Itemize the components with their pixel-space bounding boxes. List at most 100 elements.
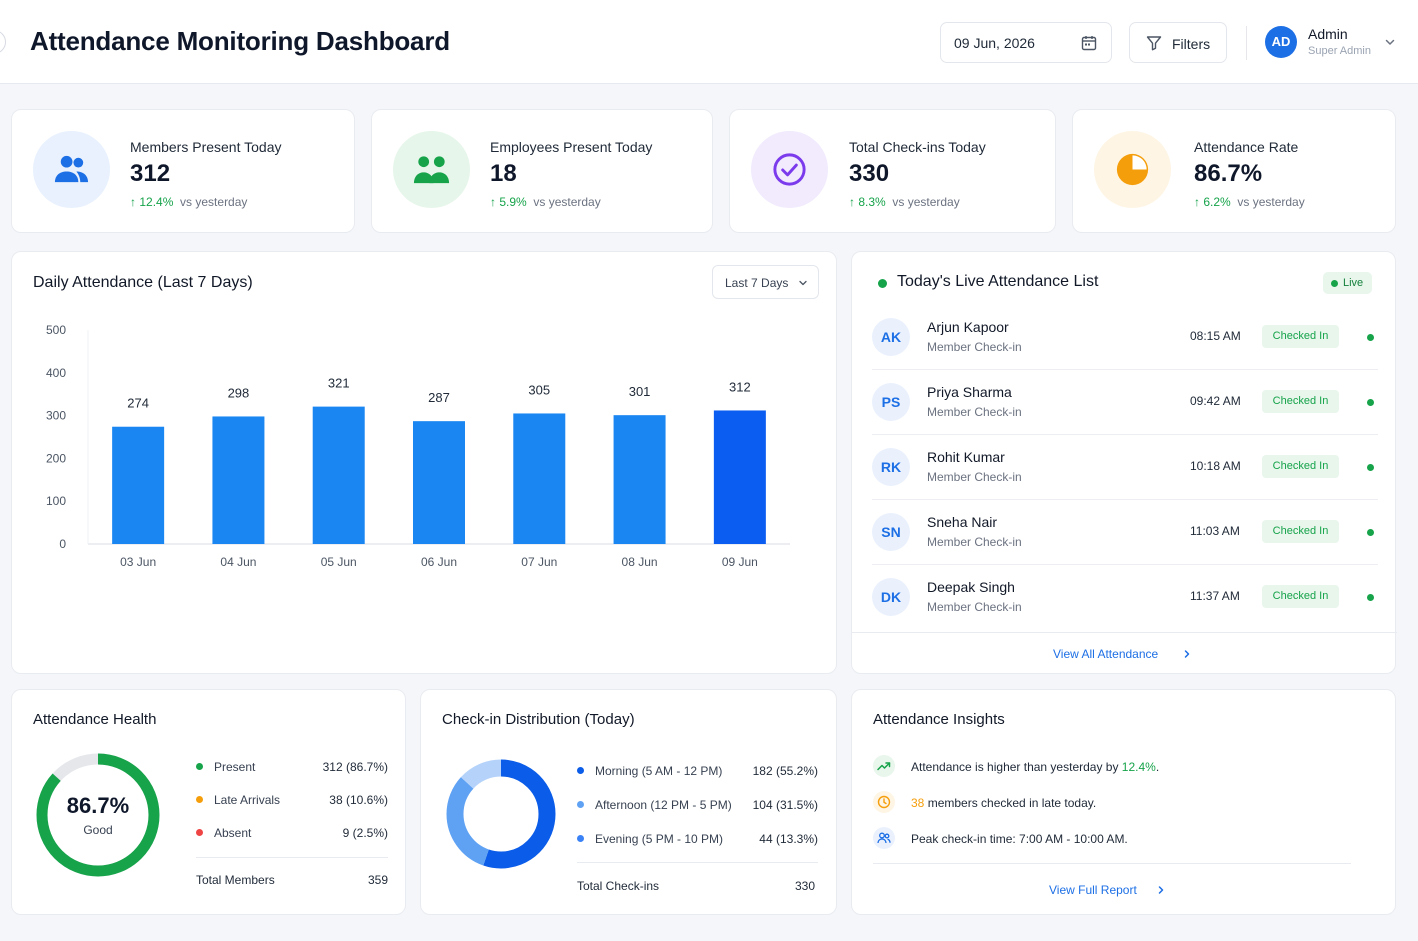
daily-attendance-bar-chart: 0 100 200 300 400 500 274 03 Jun 298 04 Jun 321 05 … xyxy=(46,323,790,569)
daily-attendance-card: Daily Attendance (Last 7 Days) Last 7 Da… xyxy=(11,251,837,674)
checkin-time: 10:18 AM xyxy=(1190,459,1241,473)
employees-icon-badge xyxy=(393,131,470,208)
checkin-time: 11:03 AM xyxy=(1190,524,1240,538)
trend-up-icon xyxy=(877,762,891,771)
y-tick-label: 500 xyxy=(46,323,66,337)
checkin-type: Member Check-in xyxy=(927,340,1022,354)
list-item[interactable]: RK Rohit Kumar Member Check-in 10:18 AM … xyxy=(872,435,1378,500)
stat-card-attendance-rate: Attendance Rate 86.7% ↑ 6.2% vs yesterda… xyxy=(1072,109,1396,233)
member-name: Arjun Kapoor xyxy=(927,319,1009,335)
checkins-icon-badge xyxy=(751,131,828,208)
member-name: Deepak Singh xyxy=(927,579,1015,595)
distribution-title: Check-in Distribution (Today) xyxy=(442,711,635,728)
checkin-distribution-card: Check-in Distribution (Today) Morning (5… xyxy=(420,689,837,915)
stat-change: ↑ 8.3% vs yesterday xyxy=(849,195,960,209)
legend-dot-afternoon xyxy=(577,801,584,808)
member-name: Priya Sharma xyxy=(927,384,1012,400)
stat-label: Members Present Today xyxy=(130,139,282,155)
view-full-report-link[interactable]: View Full Report xyxy=(1049,883,1137,897)
filters-button[interactable]: Filters xyxy=(1129,22,1227,63)
online-dot xyxy=(1367,529,1374,536)
live-indicator-dot xyxy=(878,279,887,288)
data-label: 305 xyxy=(528,382,550,397)
trend-up-icon-badge xyxy=(873,755,895,777)
live-badge-dot xyxy=(1331,280,1338,287)
clock-icon xyxy=(877,795,891,809)
status-badge: Checked In xyxy=(1262,390,1339,413)
row-divider xyxy=(872,564,1378,565)
legend-dot-morning xyxy=(577,767,584,774)
legend-value: 312 (86.7%) xyxy=(322,760,388,774)
user-role: Super Admin xyxy=(1308,45,1371,57)
row-divider xyxy=(872,434,1378,435)
avatar[interactable]: AD xyxy=(1265,26,1297,58)
stat-value: 312 xyxy=(130,160,171,187)
user-name: Admin xyxy=(1308,26,1348,42)
list-item[interactable]: AK Arjun Kapoor Member Check-in 08:15 AM… xyxy=(872,305,1378,370)
online-dot xyxy=(1367,334,1374,341)
avatar: AK xyxy=(872,318,910,356)
chevron-right-icon[interactable] xyxy=(1182,649,1192,659)
insight-text: Peak check-in time: 7:00 AM - 10:00 AM. xyxy=(911,832,1128,846)
x-tick-label: 06 Jun xyxy=(421,555,457,569)
legend-label: Morning (5 AM - 12 PM) xyxy=(595,764,723,778)
attendance-health-card: Attendance Health 86.7% Good Present 312… xyxy=(11,689,406,915)
health-center-label: Good xyxy=(83,823,113,837)
insight-text: 38 members checked in late today. xyxy=(911,796,1097,810)
legend-label: Evening (5 PM - 10 PM) xyxy=(595,832,724,846)
live-badge: Live xyxy=(1323,272,1372,294)
x-tick-label: 09 Jun xyxy=(722,555,758,569)
rate-icon-badge xyxy=(1094,131,1171,208)
legend-value: 44 (13.3%) xyxy=(759,832,818,846)
x-tick-label: 07 Jun xyxy=(521,555,557,569)
x-tick-label: 05 Jun xyxy=(321,555,357,569)
filters-label: Filters xyxy=(1172,36,1211,52)
range-dropdown[interactable]: Last 7 Days xyxy=(712,265,819,299)
users-icon xyxy=(877,832,891,844)
legend-dot-late xyxy=(196,796,203,803)
y-tick-label: 300 xyxy=(46,409,66,423)
y-tick-label: 400 xyxy=(46,366,66,380)
bar xyxy=(613,415,666,544)
checkin-type: Member Check-in xyxy=(927,405,1022,419)
stat-value: 86.7% xyxy=(1194,160,1263,187)
chevron-down-icon[interactable] xyxy=(1384,36,1396,48)
insights-divider xyxy=(873,863,1351,864)
status-badge: Checked In xyxy=(1262,520,1339,543)
checkin-type: Member Check-in xyxy=(927,470,1022,484)
live-list-title: Today's Live Attendance List xyxy=(897,273,1099,290)
data-label: 301 xyxy=(629,384,651,399)
checkin-distribution-donut xyxy=(446,759,556,869)
list-item[interactable]: DK Deepak Singh Member Check-in 11:37 AM… xyxy=(872,565,1378,630)
legend-divider xyxy=(196,857,388,858)
chevron-right-icon[interactable] xyxy=(1156,885,1166,895)
bar xyxy=(513,413,566,544)
sidebar-toggle[interactable] xyxy=(0,30,6,54)
list-item[interactable]: SN Sneha Nair Member Check-in 11:03 AM C… xyxy=(872,500,1378,565)
row-divider xyxy=(872,499,1378,500)
total-label: Total Members xyxy=(196,873,275,887)
total-label: Total Check-ins xyxy=(577,879,660,893)
status-badge: Checked In xyxy=(1262,455,1339,478)
chevron-down-icon xyxy=(799,280,807,286)
stat-value: 330 xyxy=(849,160,890,187)
view-all-attendance-link[interactable]: View All Attendance xyxy=(1053,647,1159,661)
y-tick-label: 200 xyxy=(46,451,66,465)
members-icon-badge xyxy=(33,131,110,208)
online-dot xyxy=(1367,594,1374,601)
list-item[interactable]: PS Priya Sharma Member Check-in 09:42 AM… xyxy=(872,370,1378,435)
avatar: PS xyxy=(872,383,910,421)
checkin-time: 08:15 AM xyxy=(1190,329,1241,343)
stat-card-employees: Employees Present Today 18 ↑ 5.9% vs yes… xyxy=(371,109,713,233)
avatar: DK xyxy=(872,578,910,616)
bar xyxy=(212,416,265,544)
users-icon-badge xyxy=(873,827,895,849)
date-picker[interactable]: 09 Jun, 2026 xyxy=(940,22,1112,63)
legend-divider xyxy=(577,862,818,863)
checkin-time: 11:37 AM xyxy=(1190,589,1240,603)
chart-title: Daily Attendance (Last 7 Days) xyxy=(33,274,253,291)
bar xyxy=(312,406,365,544)
stat-card-members: Members Present Today 312 ↑ 12.4% vs yes… xyxy=(11,109,355,233)
pie-chart-icon xyxy=(1116,153,1149,186)
stat-card-checkins: Total Check-ins Today 330 ↑ 8.3% vs yest… xyxy=(729,109,1056,233)
